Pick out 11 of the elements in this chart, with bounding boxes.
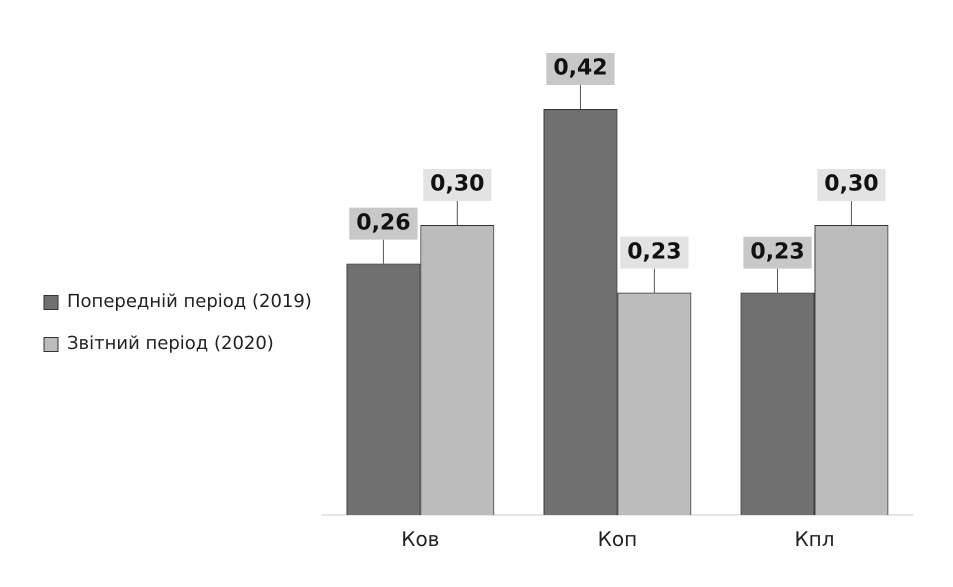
- legend-label: Попередній період (2019): [67, 291, 312, 312]
- data-label: 0,23: [627, 239, 682, 264]
- data-label: 0,26: [356, 210, 411, 236]
- data-label: 0,42: [553, 56, 608, 81]
- legend-label: Звітний період (2020): [67, 333, 274, 354]
- data-label: 0,23: [750, 239, 805, 264]
- x-tick-label: Ков: [401, 527, 440, 552]
- x-tick-label: Коп: [598, 527, 638, 552]
- data-label: 0,30: [430, 172, 484, 197]
- data-label: 0,30: [824, 172, 879, 197]
- x-tick-label: Кпл: [794, 527, 835, 552]
